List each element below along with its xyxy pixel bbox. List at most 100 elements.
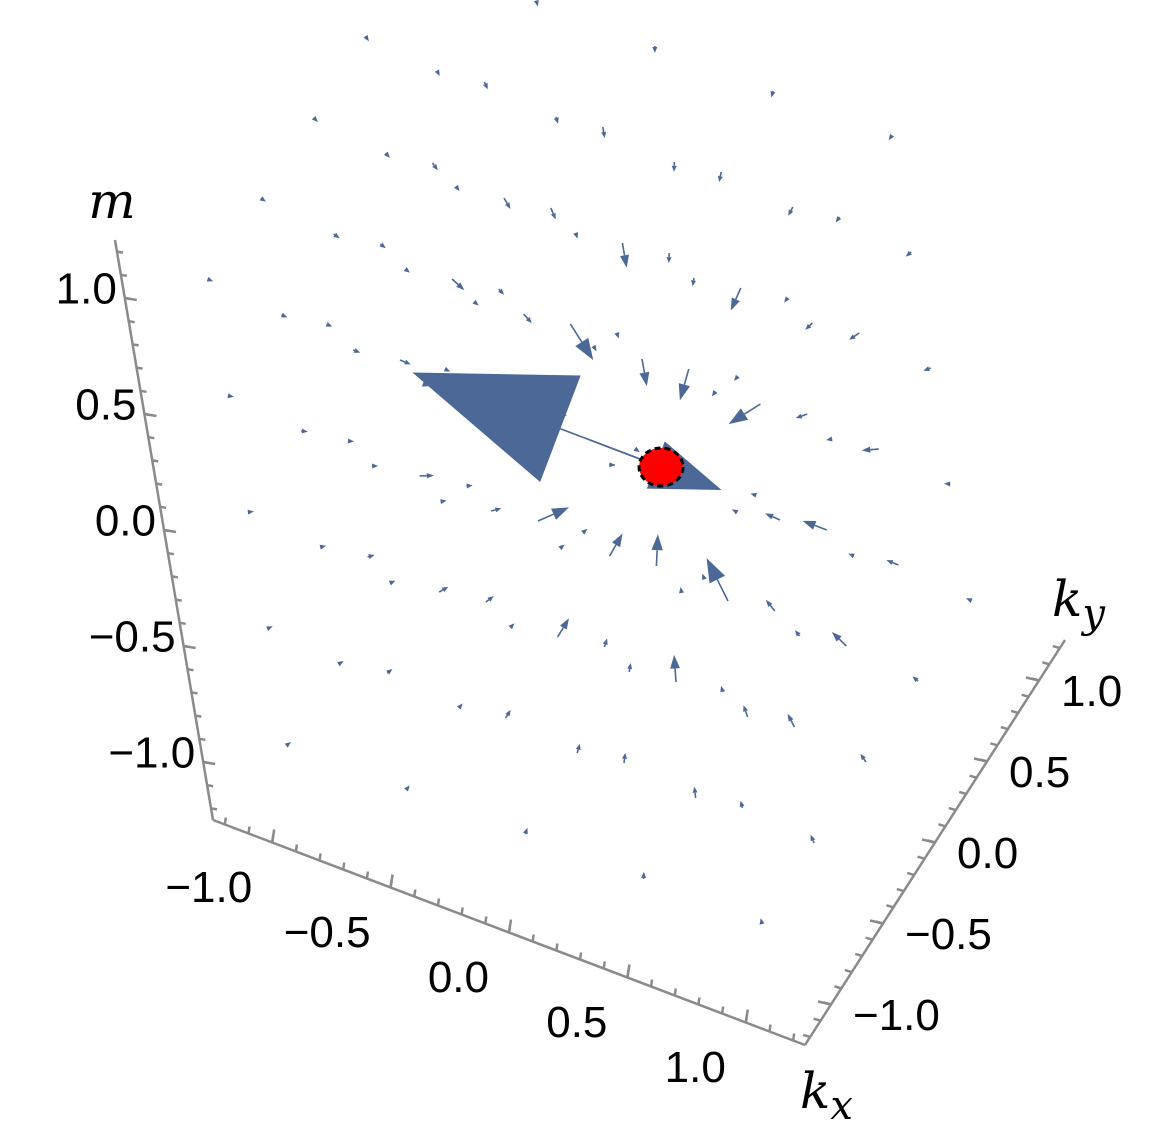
arrow-shaft bbox=[602, 126, 605, 133]
arrow-head bbox=[456, 703, 463, 710]
z-tick-label: 0.0 bbox=[95, 497, 156, 546]
arrow-head bbox=[347, 438, 355, 444]
y-axis-title: ky bbox=[1052, 570, 1106, 637]
z-tick bbox=[183, 644, 196, 650]
arrow-head bbox=[912, 676, 919, 683]
arrow-head bbox=[652, 46, 658, 53]
arrow-head bbox=[259, 196, 266, 202]
arrow-head bbox=[795, 413, 803, 419]
arrow-shaft bbox=[790, 720, 796, 728]
x-tick bbox=[270, 829, 276, 843]
arrow-head bbox=[573, 232, 578, 239]
y-tick bbox=[869, 919, 884, 925]
x-tick-label: −1.0 bbox=[165, 863, 252, 912]
minor-tick bbox=[602, 961, 606, 969]
x-axis-title-sub: x bbox=[830, 1083, 853, 1129]
arrow-shaft bbox=[744, 710, 749, 718]
arrow-head bbox=[533, 0, 539, 7]
arrow-head bbox=[384, 151, 390, 158]
arrow-shaft bbox=[735, 287, 742, 300]
arrow-head bbox=[810, 834, 816, 842]
arrow-head bbox=[508, 623, 515, 630]
arrow-head bbox=[759, 918, 765, 925]
minor-tick bbox=[834, 985, 842, 990]
minor-tick bbox=[365, 871, 370, 879]
minor-tick bbox=[1042, 661, 1050, 666]
arrow-head bbox=[441, 586, 449, 592]
minor-tick bbox=[791, 1033, 796, 1041]
arrow-shaft bbox=[716, 579, 729, 602]
arrow-head bbox=[670, 654, 680, 669]
arrow-head bbox=[601, 131, 607, 138]
arrow-shaft bbox=[790, 206, 794, 211]
minor-tick bbox=[958, 790, 967, 796]
arrow-head bbox=[620, 254, 629, 268]
minor-tick bbox=[917, 855, 925, 860]
arrow-head bbox=[787, 713, 794, 722]
arrow-head bbox=[805, 323, 812, 330]
arrow-shaft bbox=[863, 758, 867, 763]
minor-tick bbox=[906, 871, 915, 877]
arrow-head bbox=[483, 82, 488, 90]
minor-tick bbox=[697, 997, 701, 1005]
minor-tick bbox=[484, 916, 488, 924]
arrow-head bbox=[861, 446, 871, 453]
minor-tick bbox=[171, 575, 179, 579]
arrow-shaft bbox=[523, 313, 529, 320]
minor-tick bbox=[191, 691, 198, 695]
arrow-head bbox=[581, 528, 588, 535]
y-tick bbox=[817, 1000, 832, 1006]
minor-tick bbox=[1010, 709, 1019, 715]
minor-tick bbox=[865, 936, 873, 941]
z-tick bbox=[202, 760, 216, 766]
minor-tick bbox=[990, 742, 998, 747]
arrow-head bbox=[247, 509, 254, 515]
x-tick bbox=[507, 919, 513, 933]
arrow-head bbox=[849, 334, 856, 340]
arrow-head bbox=[558, 544, 565, 551]
arrow-shaft bbox=[498, 288, 501, 291]
arrow-head bbox=[559, 618, 570, 630]
arrow-head bbox=[280, 312, 288, 318]
arrow-shaft bbox=[928, 367, 932, 370]
arrow-head bbox=[794, 630, 801, 637]
arrow-head bbox=[711, 390, 718, 397]
y-axis-title-sub: y bbox=[1080, 591, 1106, 637]
arrow-head bbox=[848, 553, 855, 559]
arrow-shaft bbox=[853, 332, 860, 338]
arrow-head bbox=[443, 366, 451, 372]
arrow-head bbox=[227, 393, 234, 399]
arrow-head bbox=[426, 473, 434, 479]
arrow-head bbox=[325, 322, 333, 327]
minor-tick bbox=[155, 482, 163, 486]
arrow-head bbox=[472, 299, 479, 306]
minor-tick bbox=[896, 887, 905, 893]
arrow-shaft bbox=[916, 679, 919, 682]
minor-tick bbox=[120, 273, 128, 278]
arrow-shaft bbox=[798, 634, 801, 637]
x-tick bbox=[744, 1009, 750, 1023]
arrow-head bbox=[319, 544, 327, 550]
arrow-shaft bbox=[333, 233, 336, 236]
arrow-shaft bbox=[560, 428, 709, 486]
minor-tick bbox=[136, 366, 143, 370]
arrow-shaft bbox=[769, 604, 776, 612]
arrow-shaft bbox=[576, 749, 579, 754]
arrow-head bbox=[388, 580, 396, 586]
arrow-head bbox=[505, 709, 511, 717]
arrow-shaft bbox=[503, 197, 508, 204]
minor-tick bbox=[938, 823, 946, 828]
arrow-head bbox=[733, 374, 740, 381]
arrow-head bbox=[739, 800, 745, 807]
arrow-head bbox=[728, 408, 749, 425]
arrow-head bbox=[905, 250, 912, 257]
arrow-shaft bbox=[814, 524, 828, 531]
minor-tick bbox=[159, 505, 167, 510]
z-tick bbox=[124, 296, 138, 302]
minor-tick bbox=[128, 319, 135, 324]
minor-tick bbox=[720, 1006, 725, 1014]
arrow-head bbox=[363, 34, 369, 42]
arrow-shaft bbox=[483, 81, 487, 85]
arrow-head bbox=[614, 332, 620, 339]
arrow-head bbox=[386, 669, 393, 675]
